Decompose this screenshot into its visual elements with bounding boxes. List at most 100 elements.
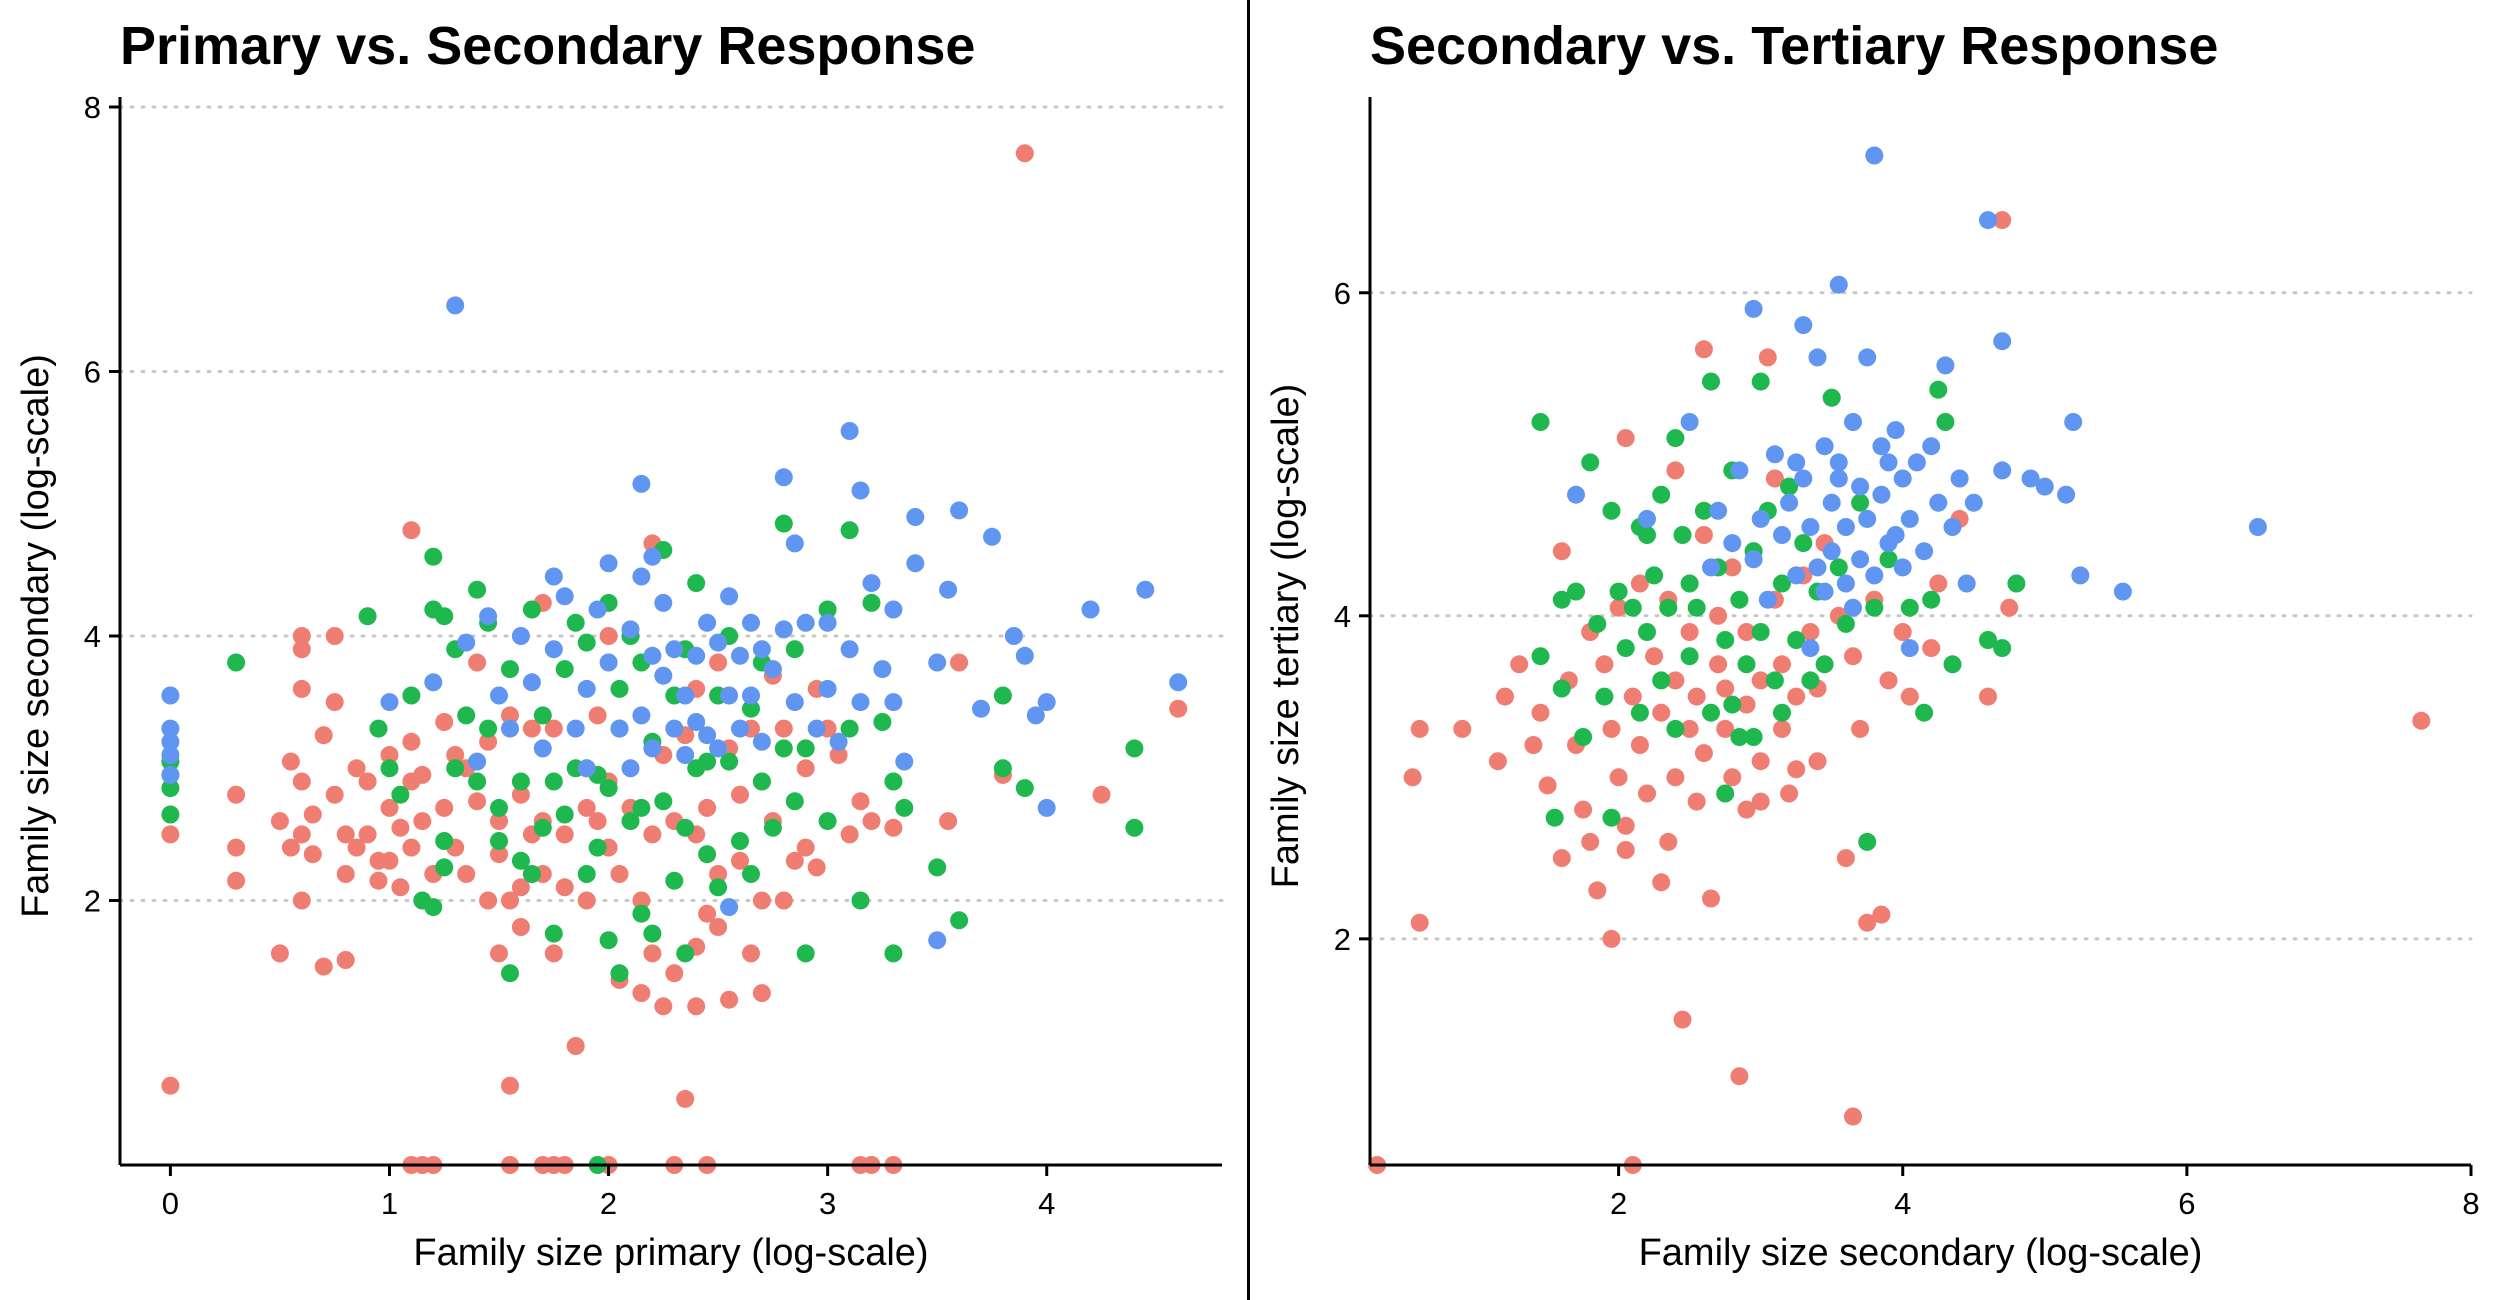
data-point <box>588 812 607 831</box>
data-point <box>1623 598 1642 617</box>
data-point <box>709 918 728 936</box>
data-point <box>1723 534 1742 553</box>
data-point <box>884 693 903 712</box>
data-point <box>435 607 454 626</box>
data-point <box>698 904 717 923</box>
data-point <box>665 719 684 738</box>
data-point <box>1709 655 1728 674</box>
data-point <box>698 726 717 745</box>
data-point <box>314 726 333 745</box>
x-tick-label: 3 <box>819 1186 836 1221</box>
data-point <box>270 812 289 831</box>
data-point <box>1773 719 1791 738</box>
data-point <box>1801 623 1820 641</box>
gridlines <box>1368 291 2473 941</box>
data-point <box>1829 558 1848 577</box>
data-point <box>588 600 607 619</box>
data-point <box>1993 639 2012 658</box>
data-point <box>1794 469 1813 488</box>
data-point <box>643 646 662 665</box>
data-point <box>1836 614 1855 633</box>
data-point <box>457 706 476 725</box>
data-point <box>2412 711 2431 730</box>
data-point <box>1929 574 1948 593</box>
data-point <box>2071 566 2090 585</box>
data-point <box>1723 558 1742 577</box>
data-point <box>1979 631 1997 649</box>
data-point <box>380 693 399 712</box>
data-point <box>1723 695 1742 714</box>
data-point <box>1602 929 1621 948</box>
data-point <box>1538 776 1557 795</box>
y-tick-label: 6 <box>84 355 101 390</box>
x-tick-label: 4 <box>1894 1186 1911 1221</box>
data-point <box>1680 719 1699 738</box>
data-point <box>1822 388 1841 407</box>
data-point <box>566 613 585 632</box>
data-point <box>533 818 552 837</box>
data-point <box>435 713 454 731</box>
data-point <box>1037 798 1056 817</box>
data-point <box>1964 493 1983 512</box>
axes <box>1368 97 2471 1167</box>
data-point <box>424 547 443 566</box>
data-point <box>720 990 739 1009</box>
data-point <box>1630 703 1649 722</box>
data-point <box>2248 518 2267 536</box>
data-point <box>358 772 377 791</box>
data-point <box>1015 779 1034 798</box>
data-point <box>818 679 837 698</box>
data-point <box>818 600 837 619</box>
data-point <box>884 818 903 837</box>
data-point <box>928 858 947 877</box>
data-point <box>1815 582 1834 601</box>
y-tick-label: 2 <box>1334 922 1351 957</box>
data-point <box>1872 485 1891 504</box>
data-point <box>1844 1107 1862 1126</box>
data-point <box>511 772 530 791</box>
data-point <box>1125 739 1144 758</box>
data-point <box>698 798 717 817</box>
data-point <box>796 739 815 758</box>
data-point <box>1751 752 1770 771</box>
data-point <box>676 818 695 837</box>
data-point <box>928 931 947 950</box>
data-point <box>906 508 925 526</box>
data-point <box>1922 437 1941 456</box>
data-point <box>742 699 760 718</box>
data-point <box>1169 673 1188 692</box>
data-point <box>1730 1067 1749 1086</box>
data-point <box>840 719 859 738</box>
data-point <box>435 798 454 817</box>
data-point <box>1552 590 1571 609</box>
data-point <box>511 918 530 936</box>
data-point <box>731 832 749 850</box>
y-axis-label: Family size secondary (log-scale) <box>15 354 57 918</box>
data-point <box>1652 703 1671 722</box>
data-point <box>2057 485 2076 504</box>
data-point <box>1574 800 1593 819</box>
data-point <box>413 812 432 831</box>
data-point <box>709 653 728 672</box>
data-point <box>1751 509 1770 528</box>
data-point <box>851 792 870 811</box>
data-point <box>1879 550 1898 569</box>
data-point <box>1829 275 1848 294</box>
data-point <box>2000 598 2019 617</box>
data-point <box>928 653 947 672</box>
data-point <box>292 640 311 659</box>
data-point <box>1773 703 1791 722</box>
data-point <box>884 944 903 963</box>
data-point <box>1687 687 1706 706</box>
data-point <box>1666 461 1685 480</box>
data-point <box>1808 752 1827 771</box>
data-point <box>1936 356 1955 375</box>
data-point <box>665 871 684 890</box>
data-point <box>292 679 311 698</box>
data-point <box>1694 340 1713 359</box>
data-point <box>544 719 563 738</box>
data-point <box>1794 534 1813 553</box>
data-point <box>1893 623 1912 641</box>
data-point <box>227 785 246 804</box>
data-point <box>479 719 498 738</box>
